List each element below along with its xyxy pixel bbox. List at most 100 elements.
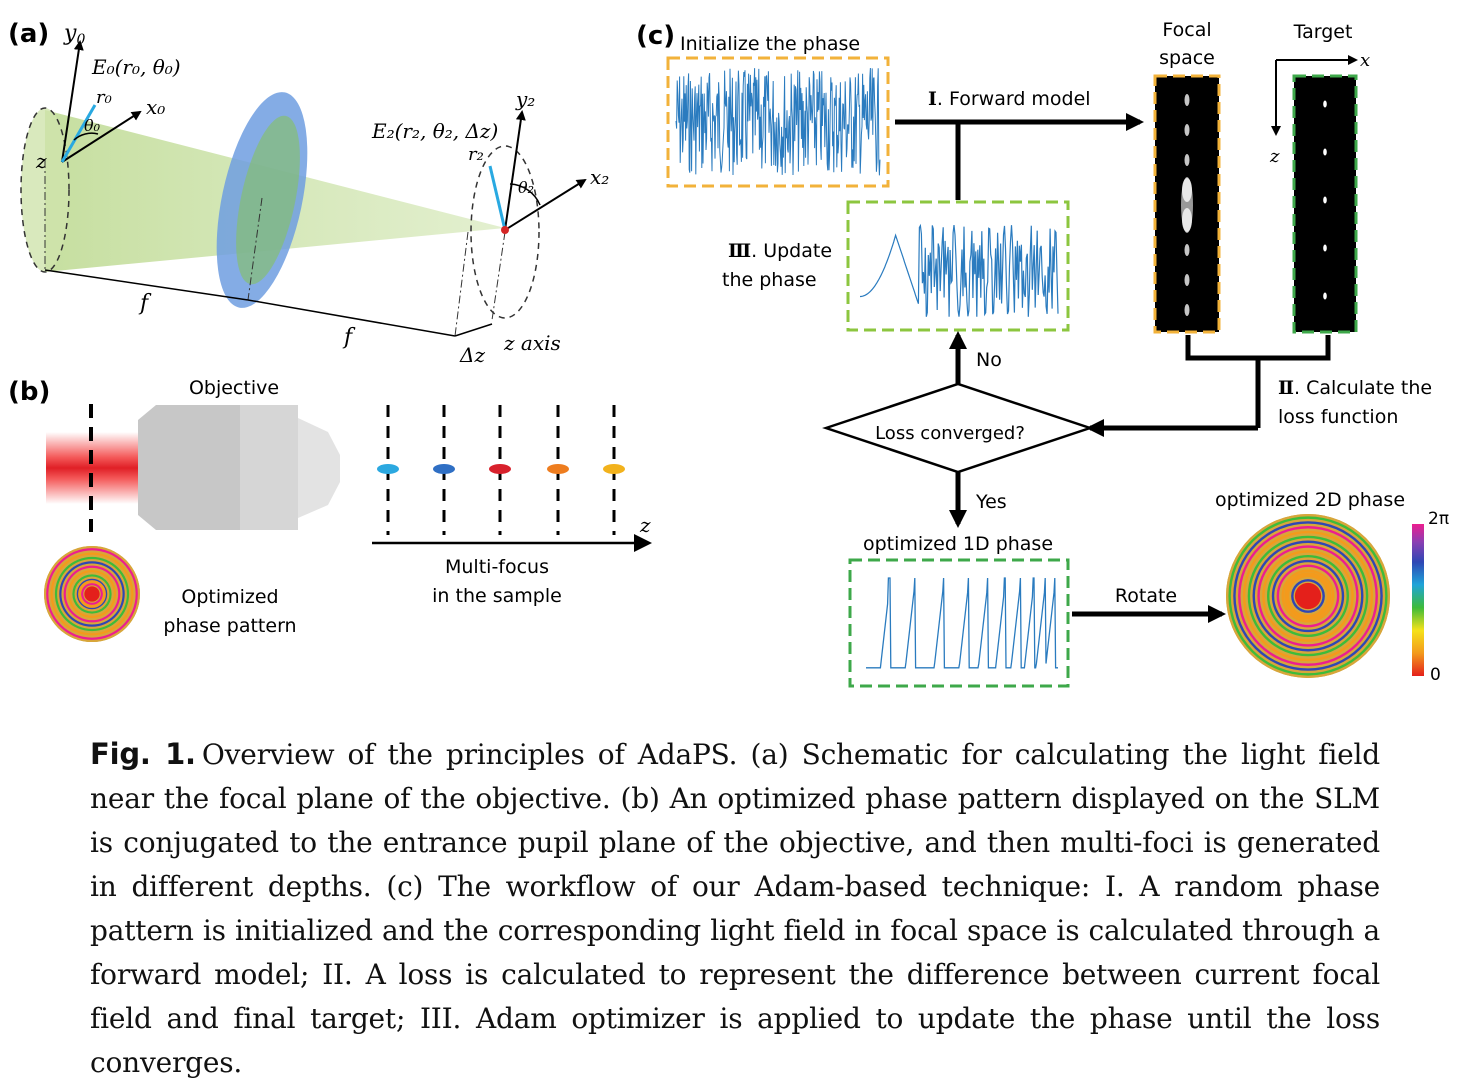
init-phase-plot xyxy=(675,67,881,176)
figure-caption: Fig. 1. Overview of the principles of Ada… xyxy=(90,732,1380,1085)
axis-line-2 xyxy=(247,197,263,301)
theta2-arc xyxy=(509,183,541,206)
focal-spot xyxy=(1184,94,1190,106)
y2-axis xyxy=(504,110,526,231)
panel-b-label: (b) xyxy=(8,377,50,407)
update-label-1: Ⅲ. Update xyxy=(728,240,832,262)
opt1d-plot xyxy=(866,577,1058,669)
large-disk-inner-ring xyxy=(1284,572,1332,620)
forward-label: Ⅰ. Forward model xyxy=(928,88,1091,110)
r2-label: r₂ xyxy=(468,144,484,165)
focal-label-2: space xyxy=(1159,47,1215,69)
focal-spots xyxy=(1181,94,1193,316)
axis-line-3 xyxy=(454,231,469,337)
update-phase-box xyxy=(846,200,1070,332)
r2-vector xyxy=(488,165,507,231)
focus-spot xyxy=(547,464,569,474)
target-spot xyxy=(1323,196,1327,204)
objective-mid xyxy=(240,405,298,530)
multifocus-label-1: Multi-focus xyxy=(445,556,549,578)
target-spots xyxy=(1323,100,1327,300)
r0-vector xyxy=(60,104,97,163)
x2-label: x₂ xyxy=(590,165,609,189)
rotate-label: Rotate xyxy=(1115,585,1177,607)
figure-number: Fig. 1. xyxy=(90,737,196,771)
focal-label-1: Focal xyxy=(1162,19,1211,41)
init-phase-box xyxy=(666,56,890,188)
loss-connector xyxy=(1185,335,1331,361)
panel-c-label: (c) xyxy=(636,21,675,51)
x0-axis xyxy=(61,110,142,163)
y0-axis xyxy=(61,40,84,163)
loss-label-2: loss function xyxy=(1278,406,1398,428)
y0-label: y0 xyxy=(63,21,85,48)
z-label-b: z xyxy=(639,513,651,537)
loss-label-1: Ⅱ. Calculate the xyxy=(1278,377,1432,399)
focal-spot xyxy=(1184,304,1190,316)
focal-spot xyxy=(1184,124,1190,136)
focal-spot xyxy=(1184,154,1190,166)
f1-label: f xyxy=(138,291,152,316)
theta2-label: θ₂ xyxy=(518,178,534,197)
axis-line-4 xyxy=(491,231,506,321)
optimized-phase-disk xyxy=(44,546,140,642)
objective-tip xyxy=(298,418,340,518)
large-disk-center xyxy=(1294,582,1322,610)
panel-b: (b) Objective Optimized phase pattern z … xyxy=(8,377,652,642)
target-box xyxy=(1292,74,1358,334)
focus-spot xyxy=(433,464,455,474)
input-plane-circle xyxy=(20,107,70,273)
x0-label: x₀ xyxy=(146,95,165,119)
converged-label: Loss converged? xyxy=(875,423,1025,444)
z-label-a: z xyxy=(35,149,47,173)
objective-label: Objective xyxy=(189,377,279,399)
focus-spot xyxy=(489,464,511,474)
z-axis-label: z axis xyxy=(503,331,561,355)
target-spot xyxy=(1323,244,1327,252)
target-label: Target xyxy=(1293,21,1353,43)
panel-a-label: (a) xyxy=(8,19,49,49)
figure-1-graphic: (a) y0 E₀(r₀, θ₀) r₀ θ₀ x₀ z y₂ E₂(r₂, θ… xyxy=(8,19,1449,688)
decision-diamond xyxy=(822,382,1094,474)
colorbar-bottom-label: 0 xyxy=(1430,665,1441,685)
foci-group xyxy=(377,405,625,535)
focus-spot xyxy=(603,464,625,474)
init-phase-label: Initialize the phase xyxy=(680,33,860,55)
theta0-label: θ₀ xyxy=(84,116,101,135)
colorbar-top-label: 2π xyxy=(1428,509,1449,529)
update-phase-plot xyxy=(860,223,1059,317)
focal-point xyxy=(501,226,509,234)
opt1d-label: optimized 1D phase xyxy=(863,533,1053,555)
lens-beam-section xyxy=(236,115,300,285)
focal-space-box xyxy=(1153,74,1221,334)
r0-label: r₀ xyxy=(96,87,112,108)
small-disk-center xyxy=(84,586,100,602)
E0-label: E₀(r₀, θ₀) xyxy=(91,55,181,79)
E2-label: E₂(r₂, θ₂, Δz) xyxy=(371,119,498,143)
no-label: No xyxy=(976,349,1002,371)
dz-baseline xyxy=(454,323,493,337)
f1-baseline xyxy=(44,269,249,301)
small-disk-inner-ring xyxy=(78,580,106,608)
laser-beam xyxy=(46,432,138,504)
panel-c: (c) Initialize the phase Ⅰ. Forward mode… xyxy=(636,19,1449,688)
x2-axis xyxy=(504,178,587,231)
focal-spot xyxy=(1184,244,1190,256)
optimized-2d-phase-disk xyxy=(1226,514,1390,678)
opt2d-label: optimized 2D phase xyxy=(1215,489,1405,511)
panel-a: (a) y0 E₀(r₀, θ₀) r₀ θ₀ x₀ z y₂ E₂(r₂, θ… xyxy=(8,19,609,367)
update-label-2: the phase xyxy=(722,269,817,291)
focal-spot xyxy=(1184,274,1190,286)
input-aperture xyxy=(21,108,69,272)
colorbar xyxy=(1412,524,1424,676)
dz-label: Δz xyxy=(459,343,485,367)
focal-plane-circle xyxy=(470,145,540,319)
target-spot xyxy=(1323,292,1327,300)
target-z-label: z xyxy=(1269,146,1280,167)
target-spot xyxy=(1323,148,1327,156)
caption-text: Overview of the principles of AdaPS. (a)… xyxy=(90,738,1381,1079)
f2-label: f xyxy=(342,325,356,350)
y2-label: y₂ xyxy=(515,87,535,111)
target-spot xyxy=(1323,100,1327,108)
target-x-label: x xyxy=(1360,50,1370,71)
